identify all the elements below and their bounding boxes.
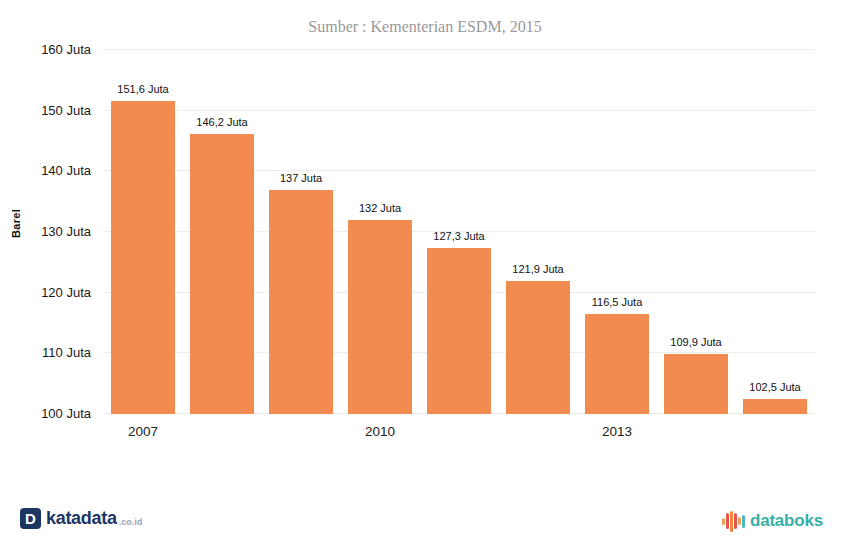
equalizer-bar — [730, 511, 733, 532]
bar-2010[interactable] — [348, 220, 412, 414]
bar-value-label: 109,9 Juta — [670, 336, 721, 348]
x-tick-label: 2007 — [128, 424, 158, 439]
footer: D katadata .co.id databoks — [0, 496, 850, 560]
equalizer-bar — [742, 515, 745, 528]
equalizer-bar — [738, 517, 741, 525]
chart-title: Sumber : Kementerian ESDM, 2015 — [0, 18, 850, 36]
bar-2008[interactable] — [190, 134, 254, 414]
y-tick-label: 120 Juta — [0, 285, 91, 301]
bar-2012[interactable] — [506, 281, 570, 414]
bar-value-label: 132 Juta — [359, 202, 401, 214]
bar-value-label: 127,3 Juta — [433, 230, 484, 242]
katadata-d-icon: D — [20, 508, 41, 529]
y-tick-label: 100 Juta — [0, 406, 91, 422]
y-axis-ticks: 100 Juta110 Juta120 Juta130 Juta140 Juta… — [0, 50, 91, 414]
y-tick-label: 160 Juta — [0, 42, 91, 58]
bar-2007[interactable] — [111, 101, 175, 414]
y-tick-label: 140 Juta — [0, 163, 91, 179]
katadata-logo[interactable]: D katadata .co.id — [20, 508, 142, 529]
bar-value-label: 137 Juta — [280, 172, 322, 184]
bar-value-label: 146,2 Juta — [196, 116, 247, 128]
katadata-domain-suffix: .co.id — [119, 517, 143, 527]
y-tick-label: 150 Juta — [0, 103, 91, 119]
equalizer-bar — [726, 513, 729, 529]
bar-2011[interactable] — [427, 248, 491, 414]
bar-value-label: 102,5 Juta — [749, 381, 800, 393]
y-tick-label: 130 Juta — [0, 224, 91, 240]
equalizer-bar — [722, 518, 725, 525]
gridline — [103, 49, 815, 50]
databoks-logo-text: databoks — [750, 511, 823, 531]
gridline — [103, 110, 815, 111]
bar-value-label: 121,9 Juta — [512, 263, 563, 275]
chart-container: Sumber : Kementerian ESDM, 2015 Barel 10… — [0, 0, 850, 560]
katadata-logo-text: katadata — [46, 508, 117, 529]
x-tick-label: 2013 — [602, 424, 632, 439]
y-tick-label: 110 Juta — [0, 345, 91, 361]
plot-area: 151,6 Juta 146,2 Juta 137 Juta 132 Juta 127,… — [103, 50, 815, 414]
bar-value-label: 116,5 Juta — [592, 296, 643, 308]
x-tick-label: 2010 — [365, 424, 395, 439]
bar-value-label: 151,6 Juta — [117, 83, 168, 95]
equalizer-bar — [734, 513, 737, 529]
bar-2009[interactable] — [269, 190, 333, 414]
databoks-logo[interactable]: databoks — [722, 510, 823, 532]
bar-2014[interactable] — [664, 354, 728, 414]
bar-2015[interactable] — [743, 399, 807, 414]
databoks-equalizer-icon — [722, 510, 746, 532]
bar-2013[interactable] — [585, 314, 649, 414]
